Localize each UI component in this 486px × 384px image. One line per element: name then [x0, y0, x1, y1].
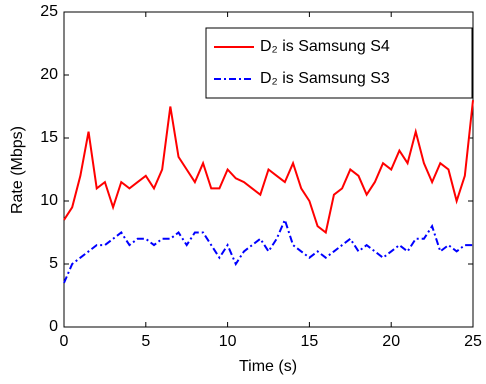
y-axis-label: Rate (Mbps) [9, 126, 26, 214]
x-tick-label: 15 [301, 333, 319, 350]
y-tick-label: 20 [40, 66, 58, 83]
legend: D₂ is Samsung S4 D₂ is Samsung S3 [205, 27, 473, 99]
x-tick-label: 20 [382, 333, 400, 350]
x-tick-label: 10 [219, 333, 237, 350]
x-tick-label: 5 [141, 333, 150, 350]
y-tick-label: 15 [40, 129, 58, 146]
y-tick-label: 0 [49, 318, 58, 335]
legend-box [205, 27, 473, 99]
x-tick-label: 25 [464, 333, 482, 350]
line-series [63, 217, 473, 284]
line-series [63, 100, 474, 235]
x-tick-label: 0 [60, 333, 69, 350]
x-axis-label: Time (s) [239, 358, 297, 375]
y-tick-label: 10 [40, 192, 58, 209]
legend-label: D₂ is Samsung S3 [260, 70, 390, 87]
y-tick-label: 5 [49, 255, 58, 272]
y-tick-label: 25 [40, 3, 58, 20]
legend-label: D₂ is Samsung S4 [260, 38, 390, 55]
